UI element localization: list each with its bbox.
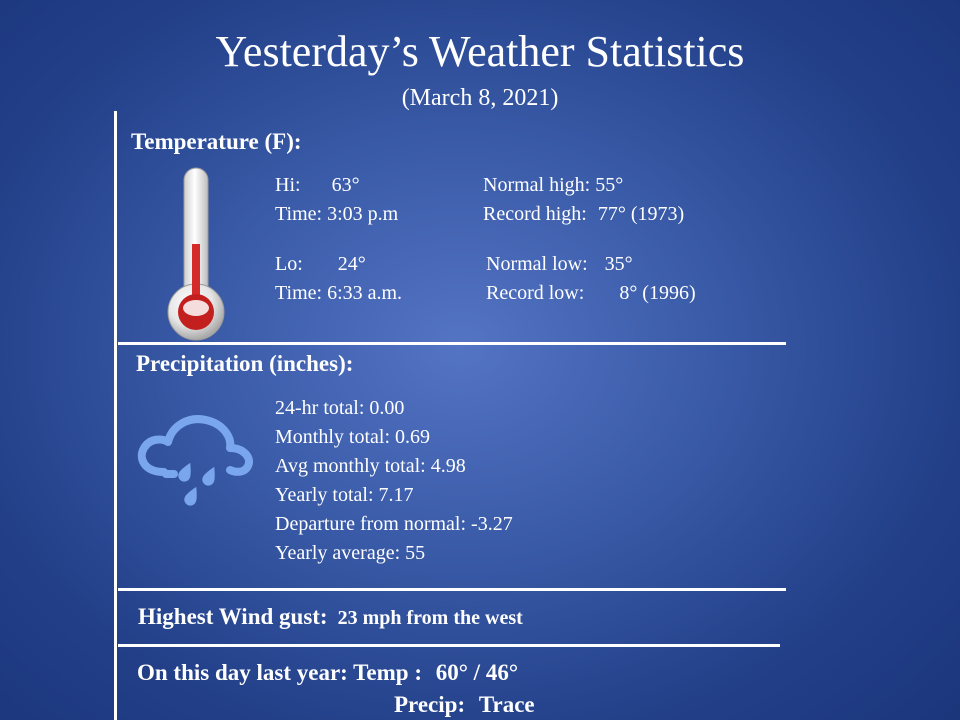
normal-high-value: 55° bbox=[595, 174, 624, 196]
last-year-temp-row: On this day last year: Temp : 60° / 46° bbox=[137, 659, 518, 687]
thermometer-icon bbox=[167, 167, 225, 341]
precip-avg-monthly-total: Avg monthly total: 4.98 bbox=[275, 455, 466, 477]
last-year-precip: Trace bbox=[478, 692, 535, 717]
hi-time-value: 3:03 p.m bbox=[327, 203, 399, 225]
hi-time-label: Time: bbox=[275, 203, 323, 225]
normal-high-label: Normal high: bbox=[483, 174, 591, 196]
precip-yearly-average: Yearly average: 55 bbox=[275, 542, 426, 564]
divider-temperature bbox=[118, 342, 786, 345]
precip-yearly-total: Yearly total: 7.17 bbox=[275, 484, 414, 506]
precipitation-heading: Precipitation (inches): bbox=[136, 351, 354, 376]
record-low-value: 8° (1996) bbox=[619, 282, 696, 304]
record-high-label: Record high: bbox=[483, 203, 587, 225]
lo-label: Lo: bbox=[275, 253, 303, 275]
record-low-label: Record low: bbox=[486, 282, 585, 304]
hi-value: 63° bbox=[331, 174, 360, 196]
divider-wind bbox=[118, 644, 780, 647]
record-high-row: Record high: 77° (1973) bbox=[483, 200, 684, 229]
page-date: (March 8, 2021) bbox=[401, 85, 559, 111]
lo-time-row: Time: 6:33 a.m. bbox=[275, 279, 402, 308]
lo-time-value: 6:33 a.m. bbox=[327, 282, 403, 304]
divider-precipitation bbox=[118, 588, 786, 591]
precip-24hr-total: 24-hr total: 0.00 bbox=[275, 397, 405, 419]
wind-label: Highest Wind gust: bbox=[138, 604, 328, 629]
hi-label: Hi: bbox=[275, 174, 301, 196]
normal-high-row: Normal high: 55° bbox=[483, 171, 623, 200]
left-divider bbox=[114, 111, 117, 720]
last-year-precip-label: Precip: bbox=[394, 692, 466, 717]
wind-section: Highest Wind gust: 23 mph from the west bbox=[138, 603, 523, 631]
precip-departure-from-normal: Departure from normal: -3.27 bbox=[275, 513, 513, 535]
lo-time-label: Time: bbox=[275, 282, 323, 304]
hi-row: Hi: 63° bbox=[275, 171, 360, 200]
lo-row: Lo: 24° bbox=[275, 250, 366, 279]
rain-cloud-icon bbox=[137, 415, 253, 506]
normal-low-row: Normal low: 35° bbox=[486, 250, 633, 279]
lo-value: 24° bbox=[337, 253, 366, 275]
precip-monthly-total: Monthly total: 0.69 bbox=[275, 426, 430, 448]
record-high-value: 77° (1973) bbox=[597, 203, 685, 225]
last-year-precip-row: Precip: Trace bbox=[394, 691, 535, 719]
last-year-label: On this day last year: Temp : bbox=[137, 660, 422, 685]
last-year-temp: 60° / 46° bbox=[435, 660, 519, 685]
normal-low-value: 35° bbox=[604, 253, 633, 275]
temperature-heading: Temperature (F): bbox=[131, 129, 302, 154]
record-low-row: Record low: 8° (1996) bbox=[486, 279, 696, 308]
page-title: Yesterday’s Weather Statistics bbox=[215, 27, 745, 76]
hi-time-row: Time: 3:03 p.m bbox=[275, 200, 398, 229]
wind-value: 23 mph from the west bbox=[337, 607, 523, 629]
normal-low-label: Normal low: bbox=[486, 253, 588, 275]
